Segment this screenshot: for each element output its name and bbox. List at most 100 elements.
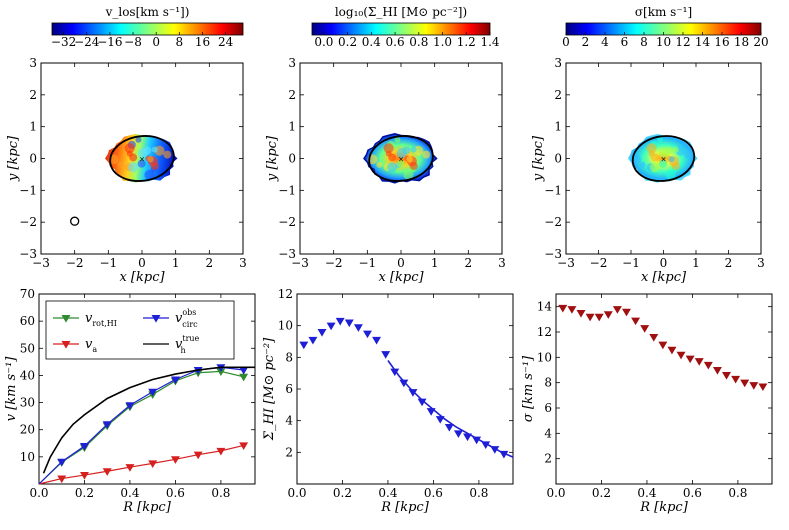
x-tick-label: 0.8	[469, 486, 488, 500]
map-texture-spot	[402, 146, 411, 155]
y-tick-label: 2	[288, 88, 296, 102]
y-tick-label: 0	[554, 152, 562, 166]
colorbar-tick-label: 1.2	[457, 35, 476, 49]
y-tick-label: 3	[288, 56, 296, 70]
map-texture-spot	[387, 162, 398, 173]
y-tick-label: −2	[544, 215, 562, 229]
marker-triangle	[193, 451, 203, 460]
map-texture-spot	[128, 162, 139, 173]
colorbar-label: log₁₀(Σ_HI [M⊙ pc⁻²])	[335, 5, 467, 19]
map-texture-spot	[659, 159, 668, 168]
profile-panel-2: 0.0 0.2 0.4 0.6 0.8 2 4 6 8 10 12 R [kpc] Σ_HI [M⊙ p…	[262, 287, 514, 515]
marker-triangle	[61, 314, 71, 323]
x-axis-label: x [kpc]	[641, 270, 687, 285]
x-tick-label: 0.6	[683, 486, 702, 500]
y-tick-label: 8	[285, 350, 293, 364]
colorbar-tick-label: 2	[582, 35, 590, 49]
y-tick-label: 12	[537, 325, 552, 339]
series-fit	[387, 360, 514, 458]
y-tick-label: 10	[278, 319, 293, 333]
series-v_h^true	[42, 366, 255, 474]
marker-triangle	[603, 311, 613, 319]
map-texture-spot	[137, 159, 146, 168]
colorbar-gradient	[51, 22, 244, 36]
marker-triangle	[125, 464, 135, 472]
marker-triangle	[658, 341, 668, 350]
x-tick-label: −3	[291, 256, 309, 270]
y-tick-label: 2	[544, 452, 552, 466]
y-tick-label: −2	[19, 215, 37, 229]
legend-box	[45, 300, 235, 360]
y-tick-label: 4	[544, 426, 552, 440]
map-texture-spot	[144, 169, 155, 180]
series-v_a	[38, 442, 249, 485]
x-tick-label: −2	[325, 256, 343, 270]
colorbar-2: log₁₀(Σ_HI [M⊙ pc⁻²]) 0.0 0.2 0.4 0.6 0.8 1.0 1…	[311, 5, 500, 49]
marker-triangle	[326, 322, 336, 331]
colorbar-tick-label: 0.0	[314, 35, 333, 49]
marker-triangle	[567, 306, 577, 314]
x-tick-label: 3	[498, 256, 506, 270]
map-texture-spot	[383, 143, 394, 154]
y-axis-label: Σ_HI [M⊙ pc⁻²]	[262, 337, 277, 441]
y-tick-label: 10	[537, 350, 552, 364]
marker-triangle	[731, 375, 741, 384]
x-tick-label: −1	[99, 256, 117, 270]
marker-triangle	[703, 361, 713, 370]
x-axis-label: R [kpc]	[380, 500, 429, 515]
y-tick-label: 2	[554, 88, 562, 102]
map-texture-spot	[664, 146, 673, 155]
marker-triangle	[317, 328, 327, 337]
center-marker: ×	[398, 156, 404, 164]
colorbar-3: σ[km s⁻¹] 0 2 4 6 8 10 12 14 16 18 20	[562, 5, 768, 49]
marker-triangle	[102, 468, 112, 476]
marker-triangle	[667, 346, 677, 355]
marker-triangle	[102, 421, 112, 429]
marker-triangle	[125, 402, 135, 410]
map-texture-spot	[151, 146, 158, 153]
y-tick-label: 1	[554, 120, 562, 134]
marker-triangle	[594, 313, 604, 322]
map-texture-spot	[163, 150, 172, 159]
colorbar-tick-label: −8	[124, 35, 142, 49]
x-tick-label: 0.4	[637, 486, 656, 500]
x-tick-label: 0	[138, 256, 146, 270]
map-texture-spot	[671, 161, 680, 170]
y-tick-label: 2	[29, 88, 37, 102]
x-tick-label: 0.0	[546, 486, 565, 500]
x-tick-label: 0.4	[120, 486, 139, 500]
y-axis-label: y [kpc]	[265, 135, 280, 182]
y-tick-label: −1	[278, 183, 296, 197]
y-axis-label: v [km s⁻¹]	[4, 356, 19, 422]
colorbar-tick-label: 1.0	[433, 35, 452, 49]
marker-triangle	[649, 334, 659, 342]
colorbar-tick-label: 20	[753, 35, 768, 49]
x-tick-label: 0.8	[211, 486, 230, 500]
marker-triangle	[372, 336, 382, 345]
y-tick-label: 0	[29, 152, 37, 166]
marker-triangle	[299, 341, 309, 350]
map-texture-spot	[672, 146, 679, 153]
marker-triangle	[576, 309, 586, 318]
map-texture-spot	[394, 136, 401, 143]
colorbar-tick-label: −32	[51, 35, 76, 49]
colorbar-tick-label: 6	[621, 35, 629, 49]
y-tick-label: −1	[544, 183, 562, 197]
map-texture-spot	[668, 156, 675, 163]
colorbar-gradient	[311, 22, 491, 36]
map-texture-spot	[143, 146, 152, 155]
y-tick-label: 6	[285, 382, 293, 396]
map-texture-spot	[422, 150, 431, 159]
marker-triangle	[57, 458, 67, 467]
kinematic-ellipse	[368, 135, 434, 182]
map-texture-spot	[135, 136, 142, 143]
y-tick-label: 0	[288, 152, 296, 166]
marker-triangle	[585, 313, 595, 322]
colorbar-1: v_los[km s⁻¹]) −32−24−16 −8 0 8 16 24	[51, 5, 244, 49]
colorbar-tick-label: 0.8	[409, 35, 428, 49]
marker-triangle	[712, 366, 722, 375]
marker-triangle	[308, 336, 318, 345]
map-texture-spot	[409, 161, 418, 170]
profile-panel-1: 0.0 0.2 0.4 0.6 0.8 10 20 30 40 50 60 70 R [kpc] v [k…	[4, 287, 256, 515]
x-tick-label: 0.2	[333, 486, 352, 500]
